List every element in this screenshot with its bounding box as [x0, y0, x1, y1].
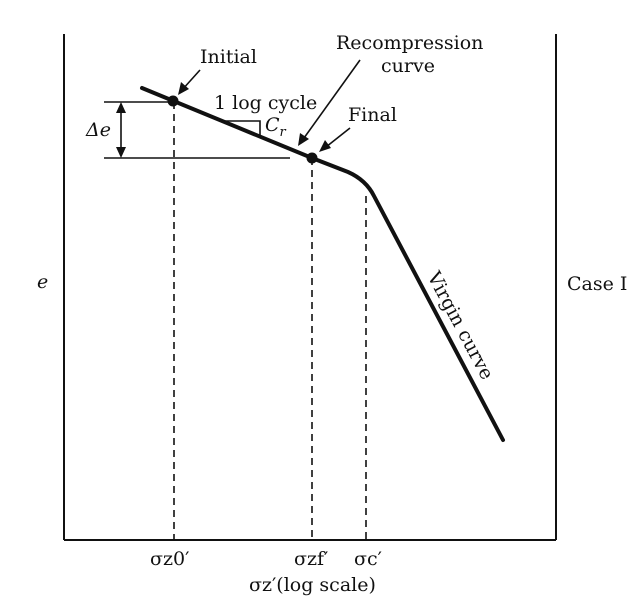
tick-sigma-c-label: σc′ — [354, 548, 382, 570]
recompression-label-line1: Recompression — [336, 32, 483, 54]
final-point — [306, 152, 318, 164]
compression-curve — [140, 86, 505, 442]
x-axis-label: σz′(log scale) — [249, 574, 376, 596]
recompression-pointer-line — [303, 59, 361, 139]
tick-sigma-zf-label: σzf′ — [294, 548, 328, 570]
delta-e-arrow-head-bottom — [116, 147, 126, 158]
e-axis-label: e — [37, 271, 48, 293]
virgin-curve-label: Virgin curve — [422, 267, 498, 383]
recompression-pointer-head — [298, 133, 309, 146]
initial-label: Initial — [200, 46, 257, 68]
case-label: Case I — [567, 273, 627, 295]
delta-e-arrow-head-top — [116, 102, 126, 113]
final-pointer-head — [319, 140, 331, 152]
recompression-label-line2: curve — [381, 55, 435, 77]
final-label: Final — [348, 104, 397, 126]
final-pointer-line — [325, 127, 351, 148]
tick-sigma-z0-label: σz0′ — [150, 548, 189, 570]
delta-e-label: Δe — [85, 119, 111, 141]
cr-subscript: r — [280, 125, 287, 140]
initial-point — [167, 95, 179, 107]
cr-label: Cr — [265, 114, 287, 140]
log-cycle-label: 1 log cycle — [214, 92, 317, 114]
initial-pointer-head — [178, 82, 189, 95]
slope-triangle — [220, 120, 261, 138]
